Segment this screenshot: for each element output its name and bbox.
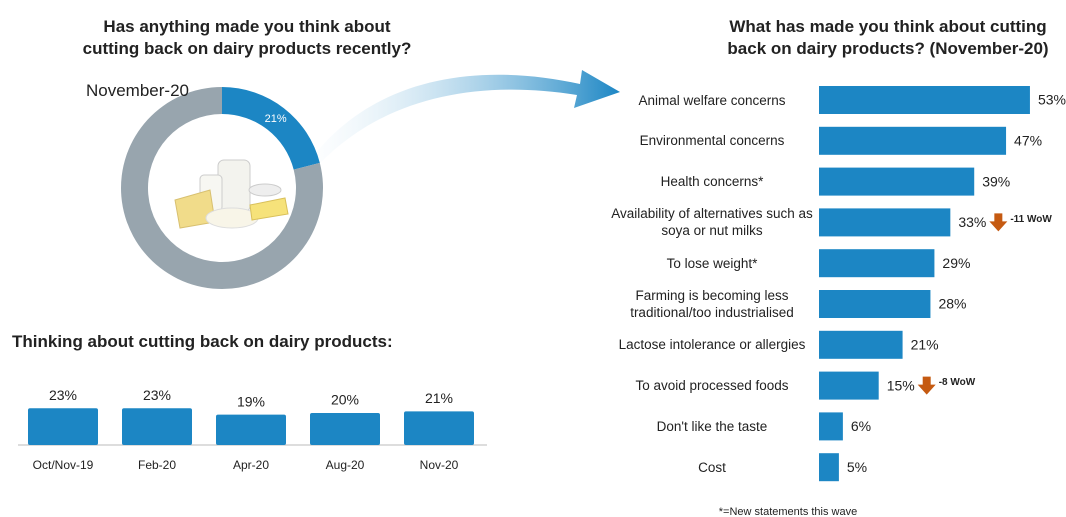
data-label: 20% (331, 392, 359, 408)
change-label: -11 WoW (1010, 214, 1052, 225)
data-label: 5% (847, 459, 867, 475)
bar (404, 411, 474, 445)
change-arrow (917, 376, 936, 395)
bar (819, 371, 879, 400)
bar (819, 290, 931, 318)
change-label: -8 WoW (939, 377, 976, 388)
data-label: 19% (237, 393, 265, 409)
dairy-image (174, 159, 289, 229)
bar (216, 414, 286, 445)
data-label: 53% (1038, 92, 1066, 108)
chart-title: Has anything made you think about cuttin… (82, 17, 412, 58)
x-tick-label: Feb-20 (138, 458, 176, 472)
x-tick-label: Nov-20 (420, 458, 459, 472)
data-label: 15% (887, 377, 915, 393)
data-label: 21% (265, 113, 287, 125)
bar (819, 249, 935, 278)
chart-subtitle: November-20 (86, 81, 189, 100)
bar (28, 408, 98, 445)
category-label: Availability of alternatives such as soy… (611, 206, 813, 239)
category-label: To lose weight* (666, 255, 758, 271)
bar (310, 413, 380, 445)
x-tick-label: Oct/Nov-19 (33, 458, 94, 472)
change-arrow (989, 213, 1008, 232)
data-label: 23% (49, 387, 77, 403)
category-label: Health concerns* (660, 174, 764, 190)
category-label: Don't like the taste (656, 418, 768, 434)
x-tick-label: Apr-20 (233, 458, 269, 472)
x-tick-label: Aug-20 (326, 458, 365, 472)
donut-segment (222, 87, 320, 170)
chart-title: Thinking about cutting back on dairy pro… (12, 332, 393, 351)
data-label: 33% (958, 214, 986, 230)
chart-title: What has made you think about cutting ba… (727, 17, 1049, 58)
bar (819, 208, 951, 237)
bar (819, 167, 975, 196)
bar (122, 408, 192, 445)
data-label: 28% (938, 296, 966, 312)
footnote: *=New statements this wave (719, 506, 857, 517)
bar (819, 126, 1007, 155)
data-label: 23% (143, 387, 171, 403)
category-label: To avoid processed foods (635, 378, 789, 394)
data-label: 47% (1014, 133, 1042, 149)
data-label: 29% (942, 255, 970, 271)
bar (819, 412, 843, 441)
category-label: Lactose intolerance or allergies (618, 337, 806, 353)
bar (819, 330, 903, 359)
category-label: Environmental concerns (639, 133, 785, 149)
data-label: 21% (425, 390, 453, 406)
data-label: 21% (911, 337, 939, 353)
data-label: 39% (982, 173, 1010, 189)
connector-arrow (300, 70, 620, 180)
category-label: Animal welfare concerns (638, 92, 786, 108)
bar (819, 453, 839, 482)
category-label: Cost (698, 459, 726, 475)
bar (819, 86, 1030, 114)
category-label: Farming is becoming less traditional/too… (630, 288, 794, 320)
data-label: 6% (851, 418, 871, 434)
